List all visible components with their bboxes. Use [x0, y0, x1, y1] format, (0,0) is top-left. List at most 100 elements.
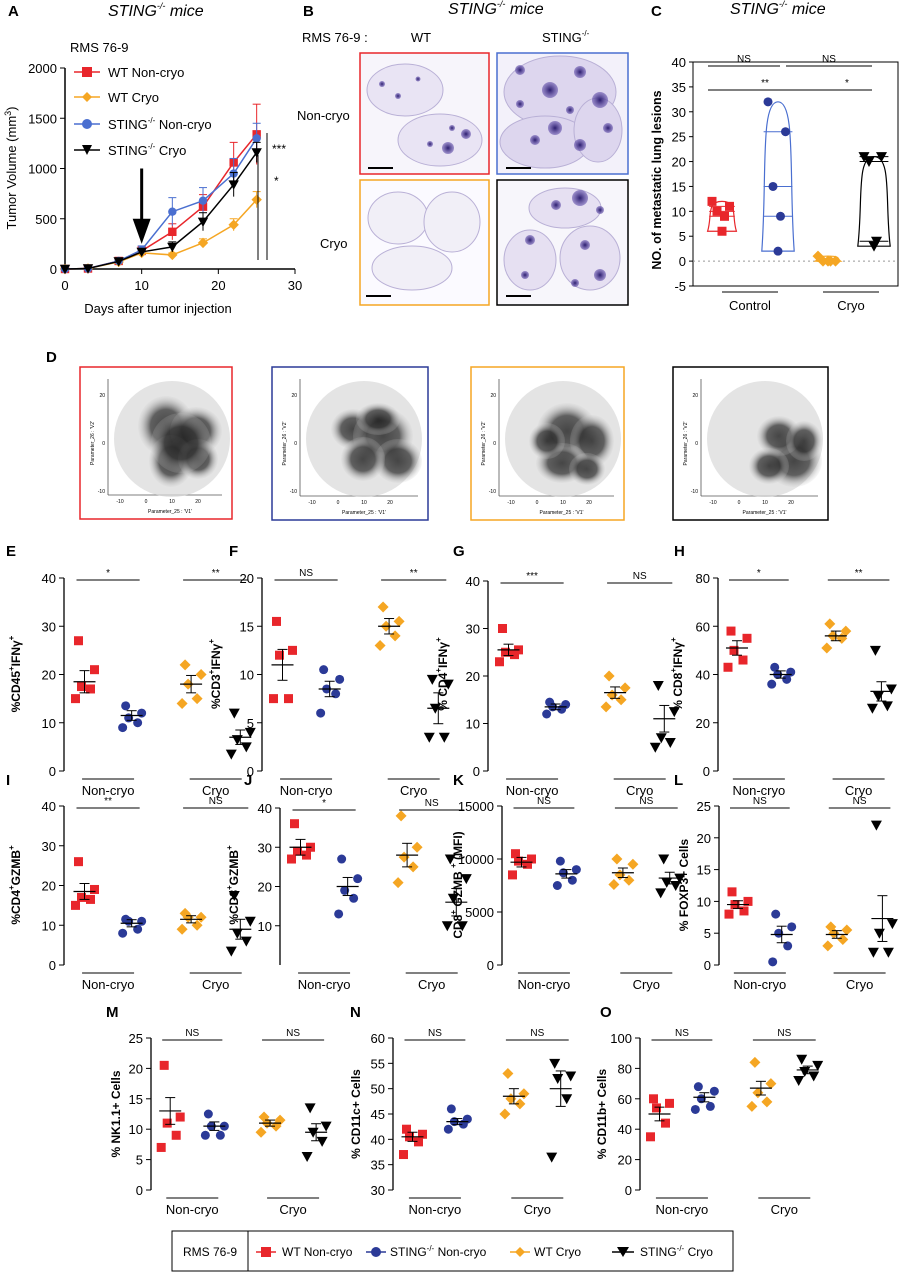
data-point: [549, 1058, 561, 1069]
data-point: [225, 749, 237, 760]
data-point: [203, 1109, 213, 1119]
data-point: [664, 738, 676, 748]
c-violin: [761, 101, 795, 252]
density-xtick: 0: [536, 500, 539, 506]
lung-lobe: [397, 113, 483, 167]
data-point: [693, 1082, 703, 1092]
bottom-legend-wt-noncryo: WT Non-cryo: [256, 1245, 353, 1259]
sig-label: NS: [286, 1028, 300, 1039]
group-label: Cryo: [626, 783, 653, 798]
panel-b: B STING-/- mice RMS 76-9 : WT STING-/- N…: [297, 0, 629, 306]
data-point: [301, 1152, 313, 1163]
panel-i: I 0 10 20 30 40 %CD4+GZMB+ Non-cryo Cryo ** NS: [6, 772, 256, 992]
metastasis-spot: [379, 81, 385, 87]
y-axis-label: % CD11c+ Cells: [349, 1069, 363, 1159]
lung-lobe: [503, 229, 557, 291]
density-blob: [569, 453, 605, 485]
group-label: Cryo: [846, 977, 873, 992]
c-ytick-label: 40: [672, 55, 686, 70]
c-ytick-label: 35: [672, 80, 686, 95]
data-point: [393, 615, 405, 627]
ytick-label: 40: [371, 1132, 385, 1147]
density-ytick: 0: [102, 441, 105, 447]
data-point: [749, 1056, 761, 1068]
data-point: [746, 1100, 758, 1112]
data-point: [244, 916, 256, 927]
c-ytick-label: 5: [679, 229, 686, 244]
ytick-label: 10: [42, 918, 56, 933]
data-point: [885, 684, 897, 695]
sig-label: NS: [777, 1028, 791, 1039]
data-point: [77, 892, 86, 902]
data-point: [316, 1136, 328, 1147]
ytick-label: 80: [696, 571, 710, 586]
density-plot-1: Parameter_25 : 'V1' Parameter_26 : 'V2' 20…: [79, 366, 233, 520]
data-point: [514, 856, 523, 866]
metastasis-spot: [596, 206, 604, 214]
sig-label: NS: [639, 796, 653, 807]
density-xtick: -10: [308, 500, 315, 506]
data-point: [561, 700, 571, 709]
sig-label: NS: [185, 1028, 199, 1039]
metastasis-spot: [574, 139, 586, 151]
legend-a-sting-cryo: STING-/- Cryo: [74, 142, 186, 158]
data-point: [872, 691, 884, 702]
panel-b-col-wt: WT: [411, 30, 431, 45]
sig-label: *: [757, 568, 761, 579]
group-label: Cryo: [771, 1202, 798, 1217]
density-ytick: -10: [98, 489, 105, 495]
data-point: [709, 1086, 719, 1096]
data-point: [456, 921, 468, 932]
group-label: Cryo: [845, 783, 872, 798]
ytick-label: 30: [42, 839, 56, 854]
data-point: [527, 854, 536, 864]
density-blob: [529, 423, 565, 459]
a-point: [197, 237, 209, 249]
metastasis-spot: [594, 269, 606, 281]
ytick-label: 100: [610, 1031, 632, 1046]
data-point: [402, 1124, 411, 1134]
lung-lobe: [367, 191, 429, 245]
a-point: [198, 196, 208, 205]
ytick-label: 5: [136, 1153, 143, 1168]
density-plot-2: Parameter_25 : 'V1' Parameter_26 : 'V2' 20…: [271, 366, 429, 521]
data-point: [71, 900, 80, 910]
group-label: Non-cryo: [733, 977, 786, 992]
data-point: [176, 923, 188, 935]
data-point: [418, 1129, 427, 1139]
ytick-label: 20: [240, 571, 254, 586]
data-point: [244, 727, 256, 738]
density-ytick: 20: [99, 393, 105, 399]
metastasis-spot: [592, 92, 608, 108]
density-ylabel: Parameter_26 : 'V2': [481, 422, 487, 466]
legend-a-wt-noncryo: WT Non-cryo: [74, 65, 184, 80]
data-point: [508, 870, 517, 880]
density-ytick: 0: [294, 441, 297, 447]
data-point: [290, 819, 299, 829]
data-point: [505, 1093, 517, 1105]
metastasis-spot: [542, 82, 558, 98]
panel-n: N 30 35 40 45 50 55 60 % CD11c+ Cells Non-cryo Cry…: [349, 1004, 577, 1217]
ytick-label: 50: [371, 1082, 385, 1097]
panel-c-letter: C: [651, 3, 662, 20]
data-point: [133, 924, 143, 934]
ytick-label: 40: [696, 668, 710, 683]
ytick-label: 10: [466, 717, 480, 732]
density-xtick: 0: [337, 500, 340, 506]
data-point: [545, 697, 555, 707]
data-point: [195, 669, 207, 680]
data-point: [782, 674, 792, 684]
data-point: [228, 890, 240, 901]
density-xtick: 10: [361, 500, 367, 506]
data-point: [742, 633, 752, 643]
data-point: [337, 854, 347, 864]
data-point: [121, 701, 131, 711]
ytick-label: 40: [258, 801, 272, 816]
data-point: [841, 924, 853, 936]
data-point: [767, 679, 777, 689]
a-ytick-label: 500: [35, 212, 57, 227]
data-point: [655, 733, 667, 744]
sig-label: **: [212, 568, 220, 579]
a-ytick-label: 0: [50, 262, 57, 277]
ytick-label: 10000: [458, 852, 494, 867]
